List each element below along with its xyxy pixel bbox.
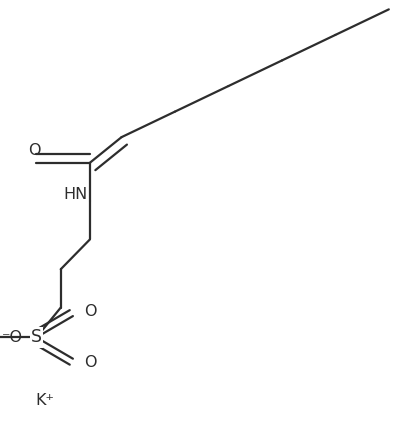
Text: O: O [28,143,40,158]
Text: HN: HN [64,187,88,202]
Text: K⁺: K⁺ [35,393,54,408]
Text: O: O [84,354,97,370]
Text: ⁻O: ⁻O [2,330,23,345]
Text: S: S [31,328,42,346]
Text: O: O [84,304,97,320]
